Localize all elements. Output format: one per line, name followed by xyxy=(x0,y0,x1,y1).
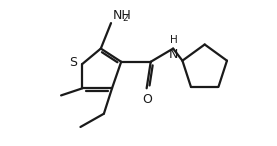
Text: S: S xyxy=(70,56,77,69)
Text: O: O xyxy=(142,93,152,106)
Text: H: H xyxy=(170,35,177,45)
Text: NH: NH xyxy=(113,9,131,22)
Text: 2: 2 xyxy=(122,14,128,23)
Text: N: N xyxy=(169,48,178,61)
